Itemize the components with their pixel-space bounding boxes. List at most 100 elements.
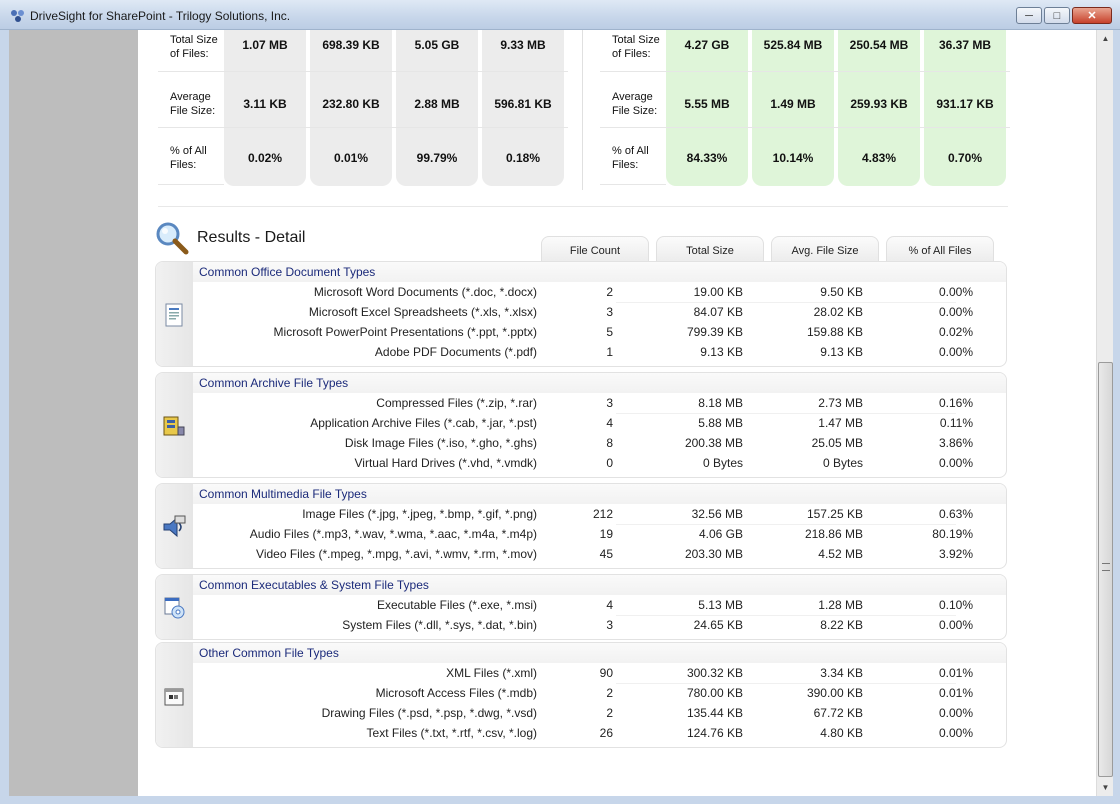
results-title: Results - Detail <box>197 229 306 246</box>
pct-all-files: 0.63% <box>938 507 973 521</box>
summary-column-bg <box>838 30 920 186</box>
avg-file-size: 159.88 KB <box>806 325 863 339</box>
file-type-name: XML Files (*.xml) <box>446 666 537 680</box>
summary-value: 698.39 KB <box>322 38 380 52</box>
file-type-name: Microsoft Access Files (*.mdb) <box>375 686 537 700</box>
title-bar[interactable]: DriveSight for SharePoint - Trilogy Solu… <box>0 0 1120 30</box>
total-size: 135.44 KB <box>686 706 743 720</box>
result-group: Common Executables & System File Types E… <box>155 574 1007 640</box>
summary-row-divider <box>600 71 1010 72</box>
avg-file-size: 67.72 KB <box>813 706 863 720</box>
row-divider <box>616 615 956 616</box>
file-type-name: Microsoft PowerPoint Presentations (*.pp… <box>273 325 537 339</box>
file-count: 4 <box>606 416 613 430</box>
side-panel <box>9 30 138 796</box>
executable-icon <box>164 597 185 619</box>
close-button[interactable]: ✕ <box>1072 7 1112 24</box>
file-type-name: Disk Image Files (*.iso, *.gho, *.ghs) <box>344 436 537 450</box>
summary-column-bg <box>310 30 392 186</box>
total-size: 84.07 KB <box>693 305 743 319</box>
pct-all-files: 0.02% <box>938 325 973 339</box>
file-count: 8 <box>606 436 613 450</box>
summary-value: 0.70% <box>947 151 983 165</box>
avg-file-size: 28.02 KB <box>813 305 863 319</box>
avg-file-size: 8.22 KB <box>820 618 863 632</box>
summary-column-bg <box>924 30 1006 186</box>
summary-table-left: Total Size of Files: 1.07 MB 698.39 KB 5.05 … <box>158 30 568 190</box>
table-row: Microsoft PowerPoint Presentations (*.pp… <box>193 322 1006 342</box>
file-type-name: Virtual Hard Drives (*.vhd, *.vmdk) <box>354 456 538 470</box>
total-size: 203.30 MB <box>684 547 743 561</box>
group-title: Common Office Document Types <box>199 265 376 279</box>
summary-value: 4.27 GB <box>684 38 730 52</box>
avg-file-size: 2.73 MB <box>818 396 863 410</box>
pct-all-files: 0.00% <box>938 345 973 359</box>
group-title: Common Multimedia File Types <box>199 487 367 501</box>
window-frame-bottom <box>0 796 1120 804</box>
summary-table-right: Total Size of Files: 4.27 GB 525.84 MB 250.5… <box>600 30 1010 190</box>
file-type-name: Compressed Files (*.zip, *.rar) <box>376 396 537 410</box>
minimize-button[interactable]: ─ <box>1016 7 1042 24</box>
scroll-down-icon[interactable]: ▼ <box>1101 783 1110 792</box>
avg-file-size: 0 Bytes <box>822 456 863 470</box>
summary-row-divider <box>158 71 568 72</box>
other-file-icon <box>164 688 184 706</box>
pct-all-files: 0.16% <box>938 396 973 410</box>
file-count: 2 <box>606 285 613 299</box>
column-header-pct-all-files[interactable]: % of All Files <box>886 236 994 262</box>
summary-value: 3.11 KB <box>243 97 287 111</box>
search-icon <box>156 222 189 255</box>
total-size: 300.32 KB <box>686 666 743 680</box>
file-type-name: Video Files (*.mpeg, *.mpg, *.avi, *.wmv… <box>256 547 537 561</box>
report-content: Total Size of Files: 1.07 MB 698.39 KB 5.05 … <box>138 30 1096 796</box>
table-row: Microsoft Access Files (*.mdb) 2 780.00 … <box>193 683 1006 703</box>
vertical-scrollbar[interactable]: ▲ ▼ <box>1096 30 1113 796</box>
summary-value: 525.84 MB <box>763 38 823 52</box>
table-row: Audio Files (*.mp3, *.wav, *.wma, *.aac,… <box>193 524 1006 544</box>
result-group: Common Office Document Types Microsoft W… <box>155 261 1007 367</box>
pct-all-files: 0.10% <box>938 598 973 612</box>
avg-file-size: 4.80 KB <box>820 726 863 740</box>
file-type-name: Drawing Files (*.psd, *.psp, *.dwg, *.vs… <box>321 706 537 720</box>
total-size: 799.39 KB <box>686 325 743 339</box>
summary-value: 0.02% <box>247 151 283 165</box>
summary-value: 99.79% <box>416 151 458 165</box>
maximize-icon: □ <box>1053 9 1061 22</box>
document-icon <box>165 303 183 327</box>
table-row: Text Files (*.txt, *.rtf, *.csv, *.log) … <box>193 723 1006 743</box>
pct-all-files: 0.01% <box>938 686 973 700</box>
pct-all-files: 0.00% <box>938 726 973 740</box>
table-row: Compressed Files (*.zip, *.rar) 3 8.18 M… <box>193 393 1006 413</box>
column-header-file-count[interactable]: File Count <box>541 236 649 262</box>
summary-value: 931.17 KB <box>936 97 994 111</box>
column-header-avg-file-size[interactable]: Avg. File Size <box>771 236 879 262</box>
scroll-up-icon[interactable]: ▲ <box>1101 34 1110 43</box>
summary-row-label: Average File Size: <box>170 90 230 118</box>
avg-file-size: 390.00 KB <box>806 686 863 700</box>
pct-all-files: 0.11% <box>939 416 973 430</box>
column-header-total-size[interactable]: Total Size <box>656 236 764 262</box>
total-size: 19.00 KB <box>693 285 743 299</box>
summary-column-bg <box>396 30 478 186</box>
avg-file-size: 1.47 MB <box>818 416 863 430</box>
total-size: 200.38 MB <box>684 436 743 450</box>
table-row: System Files (*.dll, *.sys, *.dat, *.bin… <box>193 615 1006 635</box>
scrollbar-thumb[interactable] <box>1098 362 1113 777</box>
summary-value: 1.07 MB <box>242 38 288 52</box>
file-type-name: Audio Files (*.mp3, *.wav, *.wma, *.aac,… <box>249 527 537 541</box>
file-count: 4 <box>606 598 613 612</box>
maximize-button[interactable]: □ <box>1044 7 1070 24</box>
pct-all-files: 0.00% <box>938 618 973 632</box>
total-size: 124.76 KB <box>686 726 743 740</box>
window-title: DriveSight for SharePoint - Trilogy Solu… <box>30 9 291 23</box>
file-type-name: System Files (*.dll, *.sys, *.dat, *.bin… <box>342 618 537 632</box>
summary-row-divider <box>158 184 224 185</box>
summary-row-label-line: File Size: <box>612 105 658 117</box>
summary-row-divider <box>158 127 568 128</box>
row-divider <box>616 524 956 525</box>
avg-file-size: 1.28 MB <box>818 598 863 612</box>
table-row: XML Files (*.xml) 90 300.32 KB 3.34 KB 0… <box>193 663 1006 683</box>
file-count: 19 <box>599 527 613 541</box>
pct-all-files: 0.00% <box>938 706 973 720</box>
total-size: 5.13 MB <box>698 598 743 612</box>
